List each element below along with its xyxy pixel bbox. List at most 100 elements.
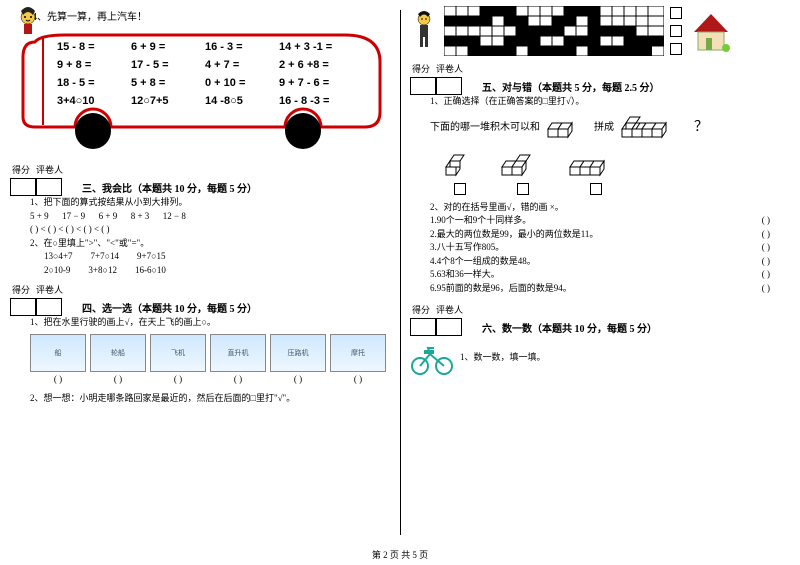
blocks-target2-icon bbox=[618, 113, 690, 139]
sec5-q1-row: 下面的哪一堆积木可以和 拼成 ？ bbox=[430, 113, 790, 139]
sec5-q2: 2、对的在括号里画√，错的画 ×。 bbox=[430, 201, 790, 215]
sec3-q2: 2、在○里填上">"、"<"或"="。 bbox=[30, 237, 390, 251]
grader-label: 评卷人 bbox=[434, 62, 465, 75]
left-column: 4、先算一算，再上汽车！ 15 - 8 = 6 + 9 = 16 - 3 = 1… bbox=[0, 0, 400, 565]
tf-item: 3.八十五写作805。 bbox=[430, 241, 504, 255]
score-row-sec4: 得分 评卷人 bbox=[10, 283, 390, 296]
score-row-sec3: 得分 评卷人 bbox=[10, 163, 390, 176]
tf-paren: ( ) bbox=[762, 268, 770, 282]
sec5-q1-text2: 拼成 bbox=[594, 118, 614, 133]
maze-choice-boxes bbox=[670, 7, 682, 55]
page-footer: 第 2 页 共 5 页 bbox=[0, 548, 800, 561]
score-label: 得分 bbox=[410, 303, 432, 316]
question-mark: ？ bbox=[694, 116, 708, 136]
grader-label: 评卷人 bbox=[434, 303, 465, 316]
grid-maze bbox=[444, 6, 664, 56]
option-box[interactable] bbox=[454, 183, 466, 195]
vehicle-img: 直升机 bbox=[210, 334, 266, 372]
block-options-row bbox=[440, 145, 790, 195]
score-row-sec5: 得分 评卷人 bbox=[410, 62, 790, 75]
sec3-q1-exprs: 5 + 9 17 − 9 6 + 9 8 + 3 12 − 8 bbox=[30, 210, 390, 224]
grader-box bbox=[36, 298, 62, 316]
sec3-q1: 1、把下面的算式按结果从小到大排列。 bbox=[30, 196, 390, 210]
vehicle-answer-row: ( ) ( ) ( ) ( ) ( ) ( ) bbox=[30, 374, 390, 384]
sec5-q1-text: 下面的哪一堆积木可以和 bbox=[430, 118, 540, 133]
sec4-q1: 1、把在水里行驶的画上√，在天上飞的画上○。 bbox=[30, 316, 390, 330]
sec3-q2-r1: 13○4+7 7+7○14 9+7○15 bbox=[44, 250, 390, 264]
sec5-q1: 1、正确选择（在正确答案的□里打√）。 bbox=[430, 95, 790, 109]
score-row-sec6: 得分 评卷人 bbox=[410, 303, 790, 316]
tf-item: 4.4个8个一组成的数是48。 bbox=[430, 255, 536, 269]
eq-cell: 6 + 9 = bbox=[131, 41, 205, 53]
tf-paren: ( ) bbox=[762, 214, 770, 228]
vehicle-img: 轮船 bbox=[90, 334, 146, 372]
eq-row: 18 - 5 = 5 + 8 = 0 + 10 = 9 + 7 - 6 = bbox=[57, 77, 357, 89]
paren-blank: ( ) bbox=[270, 374, 326, 384]
tf-paren: ( ) bbox=[762, 282, 770, 296]
vehicle-images-row: 船 轮船 飞机 直升机 压路机 摩托 bbox=[30, 334, 390, 372]
paren-blank: ( ) bbox=[90, 374, 146, 384]
vehicle-img: 压路机 bbox=[270, 334, 326, 372]
bike-icon bbox=[410, 340, 454, 376]
grader-label: 评卷人 bbox=[34, 283, 65, 296]
eq-cell: 17 - 5 = bbox=[131, 59, 205, 71]
tf-item: 1.90个一和9个十同样多。 bbox=[430, 214, 531, 228]
section-3-title: 三、我会比（本题共 10 分，每题 5 分） bbox=[82, 180, 257, 195]
section-5-title: 五、对与错（本题共 5 分，每题 2.5 分） bbox=[482, 79, 660, 94]
choice-box[interactable] bbox=[670, 7, 682, 19]
paren-blank: ( ) bbox=[30, 374, 86, 384]
tf-item: 6.95前面的数是96，后面的数是94。 bbox=[430, 282, 572, 296]
block-option bbox=[498, 145, 548, 195]
tf-row: 1.90个一和9个十同样多。 ( ) bbox=[430, 214, 770, 228]
score-box bbox=[10, 298, 36, 316]
house-icon bbox=[688, 8, 734, 54]
score-box bbox=[410, 318, 436, 336]
tf-paren: ( ) bbox=[762, 255, 770, 269]
eq-cell: 9 + 8 = bbox=[57, 59, 131, 71]
choice-box[interactable] bbox=[670, 25, 682, 37]
blocks-target1-icon bbox=[544, 113, 590, 139]
eq-row: 15 - 8 = 6 + 9 = 16 - 3 = 14 + 3 -1 = bbox=[57, 41, 357, 53]
tf-paren: ( ) bbox=[762, 228, 770, 242]
eq-cell: 4 + 7 = bbox=[205, 59, 279, 71]
eq-cell: 14 + 3 -1 = bbox=[279, 41, 353, 53]
score-box bbox=[410, 77, 436, 95]
eq-cell: 14 -8○5 bbox=[205, 95, 279, 107]
tf-paren: ( ) bbox=[762, 241, 770, 255]
block-option bbox=[440, 145, 480, 195]
section-6-title: 六、数一数（本题共 10 分，每题 5 分） bbox=[482, 320, 657, 335]
paren-blank: ( ) bbox=[330, 374, 386, 384]
eq-cell: 5 + 8 = bbox=[131, 77, 205, 89]
tf-row: 6.95前面的数是96，后面的数是94。 ( ) bbox=[430, 282, 770, 296]
tf-row: 3.八十五写作805。 ( ) bbox=[430, 241, 770, 255]
eq-cell: 18 - 5 = bbox=[57, 77, 131, 89]
paren-blank: ( ) bbox=[150, 374, 206, 384]
block-option bbox=[566, 145, 626, 195]
option-box[interactable] bbox=[517, 183, 529, 195]
eq-cell: 3+4○10 bbox=[57, 95, 131, 107]
sec3-q2-r2: 2○10-9 3+8○12 16-6○10 bbox=[44, 264, 390, 278]
q4-title: 4、先算一算，再上汽车！ bbox=[32, 8, 390, 23]
vehicle-img: 船 bbox=[30, 334, 86, 372]
grader-box bbox=[36, 178, 62, 196]
eq-cell: 9 + 7 - 6 = bbox=[279, 77, 353, 89]
grader-label: 评卷人 bbox=[34, 163, 65, 176]
eq-cell: 12○7+5 bbox=[131, 95, 205, 107]
block-option-icon bbox=[498, 145, 548, 179]
eq-cell: 15 - 8 = bbox=[57, 41, 131, 53]
choice-box[interactable] bbox=[670, 43, 682, 55]
right-column: 得分 评卷人 五、对与错（本题共 5 分，每题 2.5 分） 1、正确选择（在正… bbox=[400, 0, 800, 565]
grader-box bbox=[436, 77, 462, 95]
option-box[interactable] bbox=[590, 183, 602, 195]
score-label: 得分 bbox=[10, 283, 32, 296]
vehicle-img: 飞机 bbox=[150, 334, 206, 372]
eq-row: 9 + 8 = 17 - 5 = 4 + 7 = 2 + 6 +8 = bbox=[57, 59, 357, 71]
score-label: 得分 bbox=[410, 62, 432, 75]
eq-cell: 16 - 3 = bbox=[205, 41, 279, 53]
sec3-q1-blanks: ( ) < ( ) < ( ) < ( ) < ( ) bbox=[30, 223, 390, 237]
sec6-q1: 1、数一数，填一填。 bbox=[460, 351, 546, 365]
grader-box bbox=[436, 318, 462, 336]
child-icon bbox=[410, 11, 438, 51]
eq-row: 3+4○10 12○7+5 14 -8○5 16 - 8 -3 = bbox=[57, 95, 357, 107]
eq-cell: 2 + 6 +8 = bbox=[279, 59, 353, 71]
